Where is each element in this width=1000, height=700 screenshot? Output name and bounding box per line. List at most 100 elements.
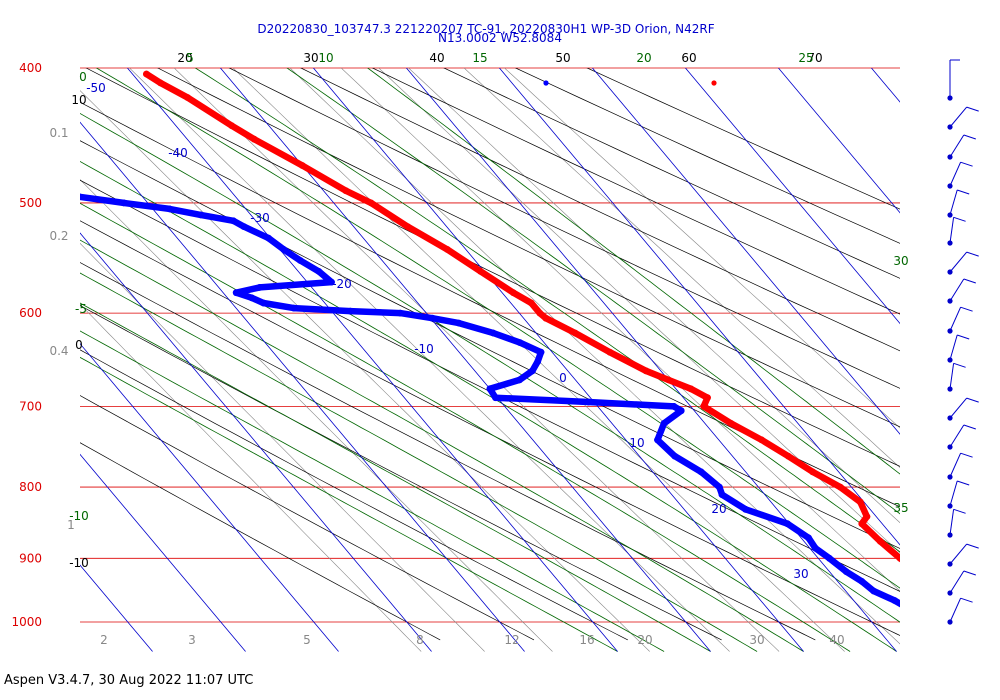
wind-barb-feather [953, 362, 966, 368]
dewpoint-point [543, 80, 549, 86]
temperature-segment [642, 367, 672, 384]
moist-adiabat-label: 35 [893, 501, 908, 515]
temperature-segment [700, 403, 735, 427]
isotherm-line [591, 68, 900, 435]
wind-barb-staff [949, 334, 958, 361]
wind-barbs [947, 59, 979, 625]
mixing-ratio-label: 16 [579, 633, 594, 647]
wind-barb-feather [966, 251, 979, 257]
wind-barb-feather [966, 106, 979, 112]
dry-adiabat-line [300, 68, 900, 352]
dry-adiabat-label: 30 [303, 51, 318, 65]
isotherm-label: 10 [629, 436, 644, 450]
wind-barb-point [947, 124, 953, 130]
mixing-ratio-label: 5 [303, 633, 311, 647]
isotherm-label: 20 [711, 502, 726, 516]
dewpoint-profile [80, 80, 900, 608]
temperature-segment [758, 436, 792, 460]
moist-adiabat-line [80, 239, 804, 652]
moist-adiabat-label: 30 [893, 254, 908, 268]
isotherm-line [80, 121, 525, 652]
wind-barb-staff [949, 134, 965, 158]
wind-barb-staff [949, 424, 965, 448]
wind-barb-point [947, 328, 953, 334]
mixing-ratio-line [408, 68, 900, 524]
mixing-ratio-label: 0.2 [49, 229, 68, 243]
wind-barb-point [947, 474, 953, 480]
isotherm-line [80, 343, 339, 652]
temperature-segment [809, 468, 844, 491]
dewpoint-segment [232, 284, 263, 296]
dewpoint-segment [718, 491, 749, 513]
moist-adiabat-line [80, 330, 665, 652]
dry-adiabat-label: 70 [807, 51, 822, 65]
dewpoint-segment [660, 407, 685, 427]
temperature-segment [250, 135, 306, 169]
pressure-tick-label: 800 [19, 480, 42, 494]
dewpoint-segment [197, 211, 237, 225]
wind-barb-staff [949, 161, 962, 187]
isotherm-line [405, 68, 897, 652]
wind-barb-staff [949, 480, 958, 507]
wind-barb-feather [963, 278, 976, 284]
isotherm-line [80, 232, 432, 652]
wind-barb-staff [949, 597, 962, 623]
moist-adiabat-line [286, 68, 900, 515]
moist-adiabat-label: 10 [318, 51, 333, 65]
dry-adiabat-line [80, 442, 441, 641]
chart-title: D20220830_103747.3 221220207 TC-91, 2022… [257, 22, 714, 36]
mixing-ratio-line [378, 68, 900, 554]
wind-barb-staff [949, 106, 968, 128]
moist-adiabat-line [80, 272, 758, 652]
moist-adiabat-line [80, 302, 711, 652]
temperature-segment [858, 520, 884, 545]
wind-barb-staff [949, 189, 958, 216]
dewpoint-segment [486, 376, 523, 393]
dewpoint-segment [489, 329, 524, 346]
dewpoint-segment [80, 193, 127, 207]
dewpoint-segment [120, 199, 173, 213]
moist-adiabat-label: 25 [798, 51, 813, 65]
temperature-segment [784, 452, 816, 476]
mixing-ratio-label: 12 [504, 633, 519, 647]
plot-area [80, 68, 900, 652]
wind-barb-feather [953, 508, 966, 514]
dewpoint-segment [290, 304, 354, 315]
temperature-segment [876, 538, 900, 562]
mixing-ratio-label: 0.4 [49, 344, 68, 358]
dewpoint-segment [671, 452, 705, 476]
moist-adiabat-line [80, 202, 851, 652]
wind-barb-point [947, 561, 953, 567]
footer-version-timestamp: Aspen V3.4.7, 30 Aug 2022 11:07 UTC [4, 673, 254, 688]
dewpoint-segment [347, 307, 404, 317]
wind-barb-point [947, 298, 953, 304]
dry-adiabat-label: 60 [681, 51, 696, 65]
dewpoint-segment [429, 314, 463, 327]
dry-adiabat-label: 50 [555, 51, 570, 65]
wind-barb-staff [949, 543, 968, 565]
isotherm-label: -20 [332, 277, 352, 291]
temperature-segment [157, 79, 191, 101]
wind-barb-feather [960, 452, 973, 458]
dry-adiabat-line [586, 68, 900, 210]
moist-adiabat-label: 20 [636, 51, 651, 65]
wind-barb-point [947, 590, 953, 596]
mixing-ratio-line [504, 68, 900, 429]
dry-adiabat-label: 0 [75, 338, 83, 352]
temperature-segment [510, 289, 535, 307]
dewpoint-segment [697, 468, 723, 491]
mixing-ratio-label: 40 [829, 633, 844, 647]
temperature-segment [184, 94, 235, 129]
moist-adiabat-label: -5 [75, 302, 87, 316]
wind-barb-feather [960, 597, 973, 603]
isotherm-label: 0 [559, 371, 567, 385]
temperature-segment [228, 122, 258, 143]
pressure-tick-label: 500 [19, 196, 42, 210]
wind-barb-point [947, 212, 953, 218]
dewpoint-segment [870, 587, 898, 604]
isotherm-line [777, 68, 900, 214]
mixing-ratio-label: 2 [100, 633, 108, 647]
dry-adiabat-line [228, 68, 900, 389]
wind-barb-point [947, 95, 953, 101]
